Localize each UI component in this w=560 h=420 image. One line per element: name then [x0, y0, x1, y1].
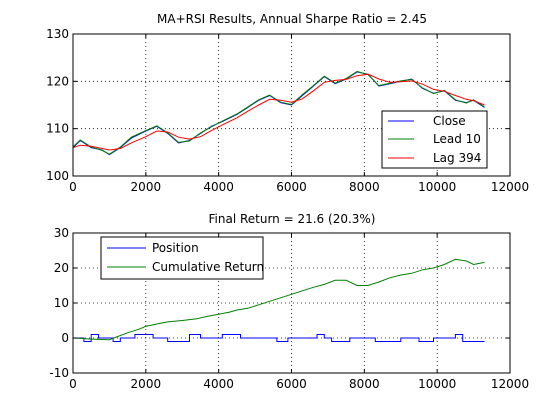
top-chart-legend: Close Lead 10 Lag 394	[381, 110, 488, 169]
x-tick-label: 2000	[131, 377, 162, 391]
x-tick-label: 4000	[203, 180, 234, 194]
y-tick-label: 30	[54, 226, 69, 240]
x-tick-label: 0	[69, 377, 77, 391]
y-tick-label: 110	[46, 122, 69, 136]
y-tick-label: 120	[46, 74, 69, 88]
top-chart-y-axis: 100 110 120 130	[46, 27, 510, 183]
bottom-legend-box	[100, 236, 264, 280]
legend-label-cumulative-return: Cumulative Return	[152, 260, 264, 274]
x-tick-label: 4000	[203, 377, 234, 391]
legend-label-lead-10: Lead 10	[433, 132, 481, 146]
bottom-chart-y-axis: -10 0 10 20 30	[49, 226, 510, 380]
bottom-chart-legend: Position Cumulative Return	[100, 236, 264, 280]
bottom-chart-title: Final Return = 21.6 (20.3%)	[209, 212, 376, 226]
x-tick-label: 12000	[491, 180, 529, 194]
x-tick-label: 10000	[418, 180, 456, 194]
y-tick-label: 130	[46, 27, 69, 41]
y-tick-label: 20	[54, 261, 69, 275]
series-line-lag-394	[72, 73, 485, 151]
y-tick-label: 0	[61, 331, 69, 345]
series-line-lead-10	[72, 70, 485, 155]
legend-label-position: Position	[152, 241, 199, 255]
x-tick-label: 8000	[349, 180, 380, 194]
top-chart-x-axis: 0 2000 4000 6000 8000 10000 12000	[69, 34, 529, 194]
bottom-chart-series	[72, 258, 485, 342]
y-tick-label: 10	[54, 296, 69, 310]
x-tick-label: 12000	[491, 377, 529, 391]
x-tick-label: 10000	[418, 377, 456, 391]
y-tick-label: 100	[46, 169, 69, 183]
top-chart: MA+RSI Results, Annual Sharpe Ratio = 2.…	[46, 12, 529, 194]
x-tick-label: 2000	[131, 180, 162, 194]
y-tick-label: -10	[49, 366, 69, 380]
top-chart-title: MA+RSI Results, Annual Sharpe Ratio = 2.…	[157, 12, 427, 26]
x-tick-label: 8000	[349, 377, 380, 391]
series-line-cumulative-return	[72, 258, 485, 341]
series-line-position	[73, 334, 485, 342]
x-tick-label: 6000	[276, 180, 307, 194]
bottom-chart-x-axis: 0 2000 4000 6000 8000 10000 12000	[69, 233, 529, 391]
x-tick-label: 6000	[276, 377, 307, 391]
legend-label-lag-394: Lag 394	[433, 151, 481, 165]
x-tick-label: 0	[69, 180, 77, 194]
top-chart-series	[72, 70, 485, 156]
bottom-chart: Final Return = 21.6 (20.3%) 0 2000 4000 600…	[49, 212, 529, 391]
legend-label-close: Close	[433, 114, 466, 128]
